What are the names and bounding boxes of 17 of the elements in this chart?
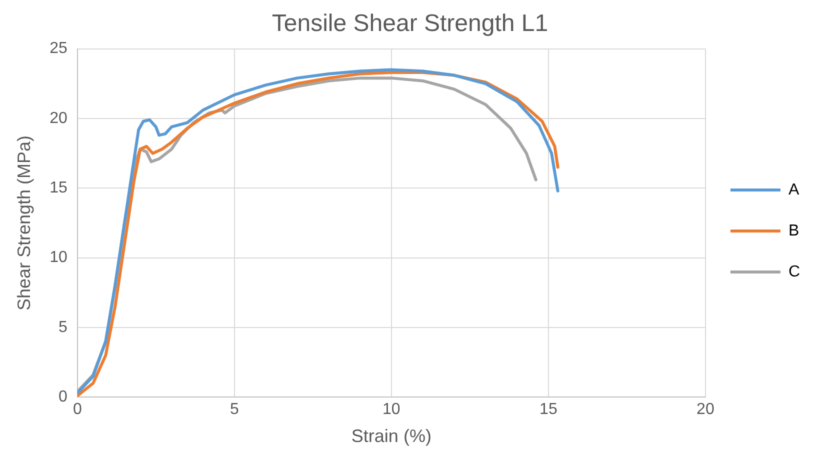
x-tick-label: 5 [230, 401, 239, 418]
x-axis-title: Strain (%) [351, 426, 432, 446]
x-tick-label: 10 [382, 401, 400, 418]
y-tick-label: 10 [50, 249, 68, 266]
legend-label: B [788, 222, 800, 240]
y-axis-title: Shear Strength (MPa) [14, 135, 34, 311]
y-tick-label: 0 [58, 388, 68, 406]
y-tick-label: 25 [50, 40, 68, 58]
legend-label: A [788, 181, 800, 198]
x-tick-label: 0 [72, 401, 82, 418]
legend-label: C [788, 263, 800, 280]
x-tick-label: 20 [696, 401, 714, 418]
x-tick-label: 15 [540, 401, 558, 418]
y-tick-label: 20 [50, 110, 68, 127]
chart-title: Tensile Shear Strength L1 [272, 10, 548, 38]
y-tick-label: 5 [58, 318, 68, 336]
y-tick-label: 15 [50, 180, 68, 197]
